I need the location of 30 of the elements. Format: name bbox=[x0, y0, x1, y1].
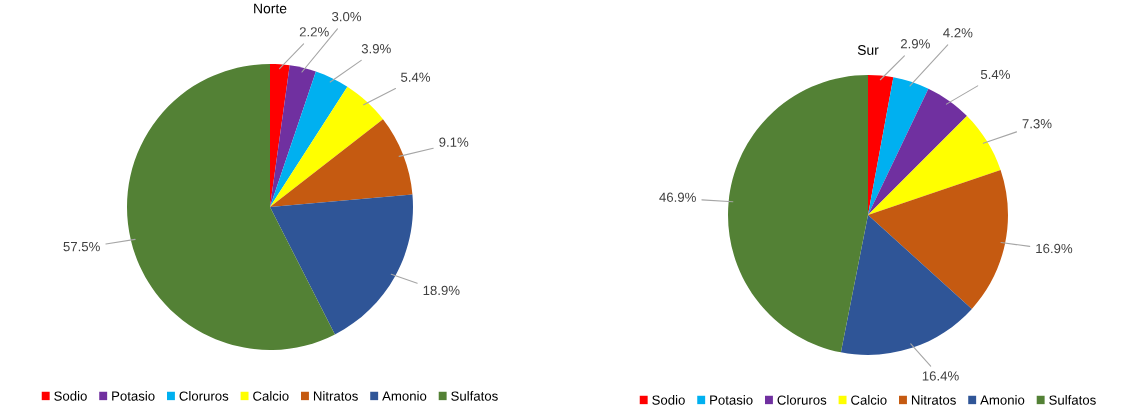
legend-label: Cloruros bbox=[777, 395, 827, 405]
data-label: 46.9% bbox=[659, 192, 696, 202]
data-label: 3.0% bbox=[332, 11, 362, 22]
data-label: 3.9% bbox=[361, 44, 391, 54]
legend-label: Nitratos bbox=[911, 395, 956, 405]
data-label: 7.3% bbox=[1022, 119, 1052, 129]
legend-label: Calcio bbox=[851, 395, 887, 405]
legend-label: Calcio bbox=[253, 391, 289, 401]
legend-label: Amonio bbox=[382, 391, 427, 401]
legend-label: Amonio bbox=[980, 395, 1025, 405]
data-label: 5.4% bbox=[401, 72, 431, 82]
legend-label: Potasio bbox=[112, 391, 155, 401]
data-label: 57.5% bbox=[63, 241, 100, 252]
data-label: 18.9% bbox=[423, 285, 460, 296]
data-label: 2.9% bbox=[900, 39, 930, 49]
legend-label: Sodio bbox=[652, 395, 685, 405]
legend-label: Sodio bbox=[54, 391, 87, 401]
data-label: 4.2% bbox=[943, 28, 973, 38]
data-label: 5.4% bbox=[980, 69, 1010, 80]
data-label: 9.1% bbox=[439, 137, 469, 147]
text: Sur bbox=[857, 45, 879, 55]
chart-title: Norte bbox=[254, 3, 287, 14]
legend-label: Nitratos bbox=[313, 391, 358, 401]
data-label: 16.9% bbox=[1036, 243, 1073, 254]
legend-label: Sulfatos bbox=[1049, 395, 1096, 405]
legend-label: Sulfatos bbox=[451, 391, 498, 401]
legend-label: Potasio bbox=[710, 395, 753, 405]
data-label: 16.4% bbox=[922, 371, 959, 381]
legend-label: Cloruros bbox=[179, 391, 229, 401]
data-label: 2.2% bbox=[299, 27, 329, 37]
